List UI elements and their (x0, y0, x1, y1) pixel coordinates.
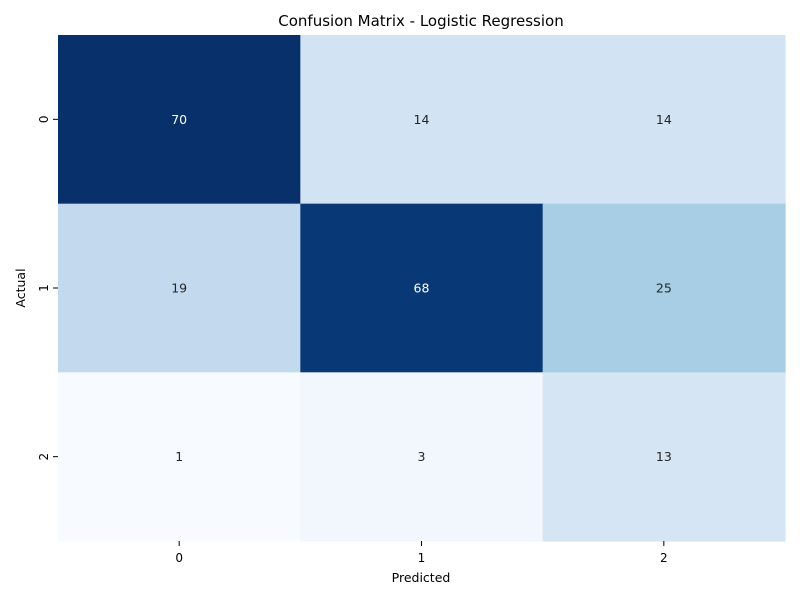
cell-value-1-1: 68 (414, 281, 430, 296)
y-tick-label-2: 2 (37, 453, 51, 461)
x-axis-label: Predicted (392, 570, 451, 585)
cell-value-1-0: 19 (171, 281, 187, 296)
cell-value-0-2: 14 (656, 112, 672, 127)
heatmap-cell-0-0 (58, 35, 301, 205)
y-tick-label-0: 0 (37, 116, 51, 124)
y-axis-ticks: 0 1 2 (37, 116, 58, 461)
y-tick-label-1: 1 (37, 284, 51, 292)
heatmap-cell-0-1 (300, 35, 544, 205)
x-tick-label-1: 1 (418, 551, 426, 565)
heatmap-cell-0-2 (542, 35, 786, 205)
cell-value-2-0: 1 (175, 449, 183, 464)
cell-value-2-1: 3 (418, 449, 426, 464)
heatmap-cell-2-1 (300, 372, 544, 542)
cell-value-2-2: 13 (656, 449, 672, 464)
chart-title: Confusion Matrix - Logistic Regression (278, 12, 563, 30)
x-axis-ticks: 0 1 2 (175, 541, 668, 565)
heatmap-cell-1-2 (542, 203, 786, 373)
heatmap-cell-2-0 (58, 372, 301, 542)
x-tick-label-0: 0 (175, 551, 183, 565)
heatmap-cell-1-0 (58, 203, 301, 373)
y-axis-label: Actual (13, 268, 28, 307)
heatmap-cell-2-2 (542, 372, 786, 542)
heatmap-cell-1-1 (300, 203, 544, 373)
cell-value-0-1: 14 (414, 112, 430, 127)
cell-value-1-2: 25 (656, 281, 672, 296)
x-tick-label-2: 2 (660, 551, 668, 565)
heatmap-cells (58, 35, 786, 542)
cell-value-0-0: 70 (171, 112, 187, 127)
